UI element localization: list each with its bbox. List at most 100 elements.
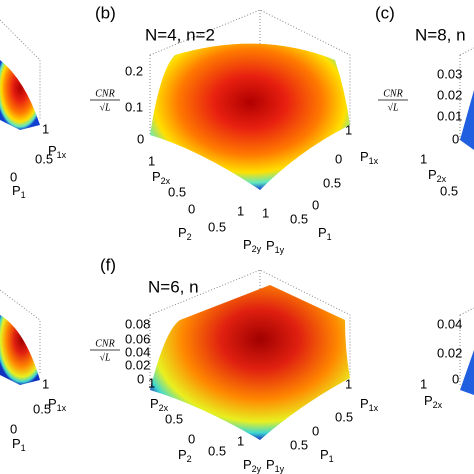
surfaces [0, 9, 474, 440]
panel-title: N=8, n [415, 25, 466, 44]
axis-label-main: P [243, 457, 252, 472]
tick-label: 0 [188, 431, 195, 446]
z-label-num: CNR [95, 338, 114, 349]
tick-label: 0.5 [323, 175, 341, 190]
axis-label-main: P [178, 225, 187, 240]
z-label-num: CNR [95, 88, 114, 99]
tick-label: 1 [420, 376, 427, 391]
axis-label-sub: 1 [21, 190, 26, 200]
axis-label: P1 [12, 436, 26, 453]
tick-label: 0 [312, 197, 319, 212]
tick-label: 0 [312, 423, 319, 438]
axis-label: P2x [150, 396, 169, 413]
z-label-den: √L [99, 352, 110, 363]
axis-label: P1x [48, 396, 67, 413]
axis-box [459, 47, 474, 140]
tick-label: 0 [137, 371, 144, 386]
tick-label: 0.03 [437, 66, 462, 81]
axis-label-sub: 2x [433, 400, 443, 410]
tick-label: 1 [42, 121, 49, 136]
tick-label: 1 [237, 203, 244, 218]
axis-label-sub: 2 [187, 454, 192, 464]
axis-label-main: P [266, 238, 275, 253]
tick-label: 0.04 [125, 344, 150, 359]
tick-label: 1 [148, 153, 155, 168]
tick-label: 0.06 [125, 331, 150, 346]
axis-label-sub: 2x [437, 174, 447, 184]
tick-label: 1 [262, 205, 269, 220]
tick-label: 0.5 [168, 184, 186, 199]
axis-label-sub: 1x [57, 403, 67, 413]
panel-label: (b) [95, 3, 116, 22]
axis-label-main: P [152, 169, 161, 184]
axis-box [0, 19, 41, 120]
tick-label: 0.5 [208, 219, 226, 234]
axis-label: P1 [320, 447, 334, 464]
z-label-den: √L [387, 102, 398, 113]
axis-label-main: P [12, 436, 21, 451]
axis-label-sub: 2y [252, 464, 262, 474]
tick-label: 0.02 [125, 357, 150, 372]
tick-label: 0.1 [125, 99, 143, 114]
tick-label: 0.5 [290, 437, 308, 452]
tick-label: 0.5 [440, 183, 458, 198]
tick-label: 1 [345, 376, 352, 391]
panel-label: (f) [100, 255, 116, 274]
surface [0, 60, 40, 130]
axis-label: P1y [266, 238, 285, 255]
axis-label-main: P [48, 396, 57, 411]
axis-label-sub: 1 [327, 232, 332, 242]
axis-label: P1x [48, 143, 67, 160]
axis-label: P1 [318, 225, 332, 242]
axis-label: P2y [243, 237, 262, 254]
axis-label: P1x [360, 149, 379, 166]
tick-label: 0.5 [33, 401, 51, 416]
axis-label-sub: 2x [159, 403, 169, 413]
axis-label-main: P [243, 237, 252, 252]
tick-label: 0.08 [125, 316, 150, 331]
axis-label: P1 [12, 183, 26, 200]
axis-label: P1x [360, 396, 379, 413]
axis-label-sub: 2x [161, 176, 171, 186]
tick-label: 1 [345, 122, 352, 137]
z-label-den: √L [99, 102, 110, 113]
tick-label: 0 [335, 151, 342, 166]
axis-box [149, 9, 351, 135]
surface [150, 43, 350, 190]
tick-label: 0 [10, 421, 17, 436]
axis-label: P2 [178, 447, 192, 464]
axis-label-sub: 1x [369, 156, 379, 166]
axis-label-sub: 2y [252, 244, 262, 254]
tick-label: 0.5 [335, 409, 353, 424]
surface [150, 285, 350, 440]
tick-label: 0 [10, 169, 17, 184]
panel-label: (c) [375, 3, 395, 22]
axis-label-sub: 1 [329, 454, 334, 464]
tick-label: 1 [420, 151, 427, 166]
z-label-num: CNR [383, 88, 402, 99]
axis-label-main: P [320, 447, 329, 462]
tick-label: 0.5 [290, 211, 308, 226]
surface [0, 315, 40, 385]
axis-label-main: P [266, 457, 275, 472]
tick-label: 0.5 [208, 443, 226, 458]
axis-label-sub: 1y [275, 245, 285, 255]
axis-label-sub: 1 [21, 443, 26, 453]
tick-label: 0.5 [35, 151, 53, 166]
axis-label: P2y [243, 457, 262, 474]
tick-label: 0 [452, 131, 459, 146]
axis-label-main: P [178, 447, 187, 462]
tick-label: 0.2 [125, 63, 143, 78]
tick-label: 0 [452, 371, 459, 386]
axis-label-main: P [360, 396, 369, 411]
tick-label: 0.02 [437, 345, 462, 360]
surface [460, 90, 474, 150]
tick-label: 0.5 [165, 411, 183, 426]
axis-label-main: P [150, 396, 159, 411]
axis-label-sub: 1y [275, 464, 285, 474]
axis-label-sub: 1x [369, 403, 379, 413]
tick-label: 1 [237, 433, 244, 448]
tick-label: 0.01 [437, 108, 462, 123]
